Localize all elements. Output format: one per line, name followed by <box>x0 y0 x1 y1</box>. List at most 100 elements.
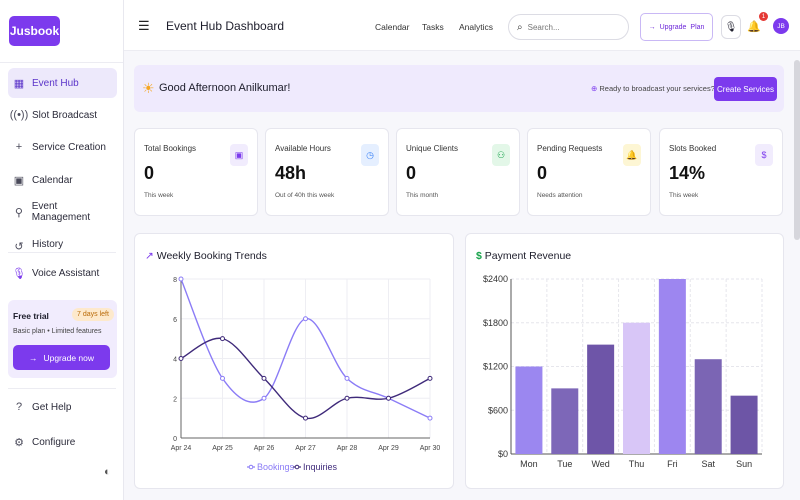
nav-link-calendar[interactable]: Calendar <box>375 22 410 32</box>
broadcast-prompt: ⊕ Ready to broadcast your services? <box>591 84 715 93</box>
avatar[interactable]: JB <box>773 18 789 34</box>
sidebar-item-event-hub[interactable]: ▦ Event Hub <box>8 68 117 98</box>
sidebar-item-label: Voice Assistant <box>32 267 100 279</box>
stat-label: Slots Booked <box>669 144 717 153</box>
calendar-icon: ▣ <box>13 174 25 187</box>
sun-icon: ☀ <box>142 80 155 96</box>
notification-count-badge: 1 <box>759 12 768 21</box>
sidebar-item-calendar[interactable]: ▣ Calendar <box>8 165 117 195</box>
users-icon: ⚇ <box>492 144 510 166</box>
data-point-bookings <box>178 276 184 282</box>
x-tick-label: Apr 24 <box>171 445 192 452</box>
plus-icon: + <box>15 141 23 153</box>
broadcast-prompt-text: Ready to broadcast your services? <box>599 84 715 93</box>
stat-card-total-bookings: Total Bookings 0 This week ▣ <box>134 128 258 216</box>
legend-label-inquiries: Inquiries <box>303 462 338 472</box>
plus-circle-icon: ⊕ <box>591 84 598 93</box>
calendar-icon: ▣ <box>230 144 248 166</box>
sidebar-item-configure[interactable]: ⚙ Configure <box>8 427 117 457</box>
y-tick-label: 6 <box>173 317 177 324</box>
y-tick-label: $2400 <box>483 274 508 284</box>
menu-icon[interactable]: ☰ <box>138 18 150 33</box>
upgrade-label: Upgrade <box>659 23 687 31</box>
nav-link-tasks[interactable]: Tasks <box>422 22 444 32</box>
y-tick-label: $1200 <box>483 362 508 372</box>
page-scrollbar[interactable] <box>794 60 800 240</box>
x-tick-label: Sun <box>736 459 752 469</box>
x-tick-label: Sat <box>701 459 715 469</box>
stat-card-unique-clients: Unique Clients 0 This month ⚇ <box>396 128 520 216</box>
x-tick-label: Apr 28 <box>337 445 358 452</box>
sidebar-item-event-management[interactable]: ⚲ Event Management <box>8 197 117 227</box>
stat-subtext: This week <box>144 192 174 199</box>
stat-value: 0 <box>537 163 548 183</box>
chart-title-text: Weekly Booking Trends <box>156 250 267 262</box>
grid-icon: ▦ <box>13 77 25 90</box>
top-header: ☰ Event Hub Dashboard Calendar Tasks Ana… <box>124 0 800 51</box>
clock-icon: ◷ <box>361 144 379 166</box>
history-icon: ↺ <box>14 240 24 251</box>
nav-link-analytics[interactable]: Analytics <box>459 22 494 32</box>
page-title: Event Hub Dashboard <box>166 19 285 33</box>
stat-card-pending-requests: Pending Requests 0 Needs attention 🔔 <box>527 128 651 216</box>
stat-label: Total Bookings <box>144 144 197 153</box>
stat-label: Unique Clients <box>406 144 459 153</box>
data-point-bookings <box>261 395 267 401</box>
x-tick-label: Thu <box>629 459 645 469</box>
data-point-inquiries <box>261 375 267 381</box>
microphone-button[interactable]: 🎙 <box>721 15 741 39</box>
chart-title-text: Payment Revenue <box>484 250 572 262</box>
trial-title: Free trial <box>13 311 49 321</box>
search-input[interactable] <box>527 22 613 32</box>
sidebar-item-history[interactable]: ↺ History <box>8 230 117 250</box>
sidebar-item-label: History <box>32 239 64 250</box>
line-chart: 0 2 4 6 8 Apr 24 Apr 25 Apr 26 Apr 27 Apr 28 Apr 2… <box>171 276 441 472</box>
plan-label: Plan <box>690 23 705 31</box>
x-tick-label: Tue <box>557 459 572 469</box>
y-tick-label: $0 <box>498 449 508 459</box>
sidebar-item-get-help[interactable]: ? Get Help <box>8 392 117 422</box>
sidebar-item-label: Event Management <box>31 201 91 223</box>
search-icon: ⌕ <box>517 21 523 33</box>
sidebar-item-label: Calendar <box>32 174 73 186</box>
x-tick-label: Apr 25 <box>212 445 233 452</box>
create-services-button[interactable]: Create Services <box>714 77 777 101</box>
bar-tue <box>551 388 579 454</box>
bar-thu <box>623 322 650 454</box>
bar-fri <box>658 279 686 454</box>
x-tick-label: Fri <box>667 459 678 469</box>
trial-subtitle: Basic plan • Limited features <box>13 328 102 335</box>
sidebar-item-label: Service Creation <box>32 141 106 153</box>
sidebar-item-service-creation[interactable]: + Service Creation <box>8 132 117 162</box>
upgrade-now-label: Upgrade now <box>43 352 95 363</box>
upgrade-plan-button[interactable]: → Upgrade Plan <box>640 13 713 41</box>
bell-icon: 🔔 <box>623 144 641 166</box>
sidebar-item-voice-assistant[interactable]: 🎙 Voice Assistant <box>8 258 117 288</box>
y-tick-label: 8 <box>173 277 177 284</box>
bar-wed <box>587 344 615 454</box>
upgrade-now-button[interactable]: → Upgrade now <box>13 345 110 370</box>
microphone-icon: 🎙 <box>724 21 738 33</box>
trial-badge: 7 days left <box>72 308 114 321</box>
legend-label-bookings: Bookings <box>257 462 295 472</box>
x-tick-label: Mon <box>520 459 538 469</box>
brand-logo[interactable]: Jusbook <box>9 16 60 46</box>
x-tick-label: Apr 26 <box>254 445 275 452</box>
arrow-right-icon: → <box>648 23 656 31</box>
x-tick-label: Apr 27 <box>295 445 316 452</box>
data-point-bookings <box>344 375 350 381</box>
data-point-inquiries <box>427 375 433 381</box>
search-box[interactable]: ⌕ <box>508 14 629 40</box>
dollar-icon: $ <box>476 250 482 262</box>
sidebar-item-slot-broadcast[interactable]: ((•)) Slot Broadcast <box>8 100 117 130</box>
x-tick-label: Apr 30 <box>420 445 441 452</box>
help-icon: ? <box>15 401 23 413</box>
notification-bell-icon[interactable]: 🔔 <box>747 21 761 33</box>
stat-subtext: Needs attention <box>537 192 583 199</box>
data-point-bookings <box>427 415 433 421</box>
x-tick-label: Apr 29 <box>378 445 399 452</box>
divider <box>0 62 123 63</box>
trend-icon: ↗ <box>145 250 154 262</box>
palette-icon[interactable]: ◐ <box>104 466 111 478</box>
stat-value: 48h <box>275 163 307 183</box>
